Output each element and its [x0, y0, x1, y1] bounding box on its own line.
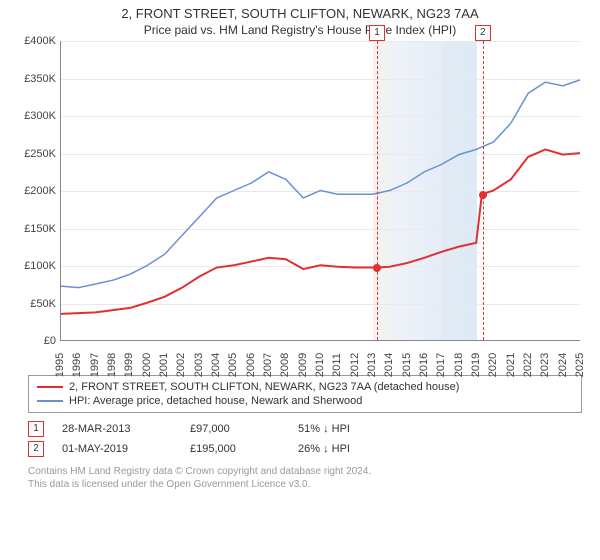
plot-region: 12 — [60, 41, 580, 341]
legend-item: 2, FRONT STREET, SOUTH CLIFTON, NEWARK, … — [37, 380, 573, 394]
event-vs-hpi: 51% ↓ HPI — [298, 423, 350, 435]
event-flag: 1 — [369, 25, 385, 41]
x-tick-label: 2000 — [141, 353, 153, 377]
event-date: 28-MAR-2013 — [62, 423, 172, 435]
x-tick-label: 2005 — [227, 353, 239, 377]
x-tick-label: 2023 — [539, 353, 551, 377]
x-tick-label: 2013 — [366, 353, 378, 377]
series-property — [61, 149, 580, 313]
x-tick-label: 2019 — [470, 353, 482, 377]
x-tick-label: 2015 — [401, 353, 413, 377]
x-tick-label: 2025 — [574, 353, 586, 377]
y-tick-label: £350K — [24, 73, 56, 85]
event-badge: 2 — [28, 441, 44, 457]
legend-label: HPI: Average price, detached house, Newa… — [69, 395, 362, 407]
legend-swatch — [37, 400, 63, 402]
x-tick-label: 1997 — [89, 353, 101, 377]
chart-subtitle: Price paid vs. HM Land Registry's House … — [0, 21, 600, 41]
x-tick-label: 2022 — [522, 353, 534, 377]
x-tick-label: 2011 — [331, 353, 343, 377]
x-tick-label: 2014 — [383, 353, 395, 377]
footer-attribution: Contains HM Land Registry data © Crown c… — [28, 465, 582, 491]
event-price: £195,000 — [190, 443, 280, 455]
x-tick-label: 2020 — [487, 353, 499, 377]
event-price: £97,000 — [190, 423, 280, 435]
x-tick-label: 2009 — [297, 353, 309, 377]
x-tick-label: 2007 — [262, 353, 274, 377]
y-tick-label: £150K — [24, 223, 56, 235]
event-flag: 2 — [475, 25, 491, 41]
event-vs-hpi: 26% ↓ HPI — [298, 443, 350, 455]
event-row: 2 01-MAY-2019 £195,000 26% ↓ HPI — [28, 439, 582, 459]
footer-line-2: This data is licensed under the Open Gov… — [28, 478, 582, 491]
event-date: 01-MAY-2019 — [62, 443, 172, 455]
x-tick-label: 2017 — [435, 353, 447, 377]
y-tick-label: £100K — [24, 260, 56, 272]
events-table: 1 28-MAR-2013 £97,000 51% ↓ HPI 2 01-MAY-2019… — [28, 419, 582, 459]
legend-label: 2, FRONT STREET, SOUTH CLIFTON, NEWARK, … — [69, 381, 459, 393]
footer-line-1: Contains HM Land Registry data © Crown c… — [28, 465, 582, 478]
x-tick-label: 2001 — [158, 353, 170, 377]
y-tick-label: £250K — [24, 148, 56, 160]
x-tick-label: 2010 — [314, 353, 326, 377]
x-tick-label: 1999 — [123, 353, 135, 377]
x-tick-label: 2002 — [175, 353, 187, 377]
event-marker — [479, 191, 487, 199]
x-tick-label: 2012 — [349, 353, 361, 377]
x-tick-label: 2006 — [245, 353, 257, 377]
event-row: 1 28-MAR-2013 £97,000 51% ↓ HPI — [28, 419, 582, 439]
legend: 2, FRONT STREET, SOUTH CLIFTON, NEWARK, … — [28, 375, 582, 413]
y-tick-label: £200K — [24, 185, 56, 197]
x-tick-label: 2008 — [279, 353, 291, 377]
x-tick-label: 2024 — [557, 353, 569, 377]
chart-title: 2, FRONT STREET, SOUTH CLIFTON, NEWARK, … — [0, 0, 600, 21]
y-tick-label: £0 — [44, 335, 56, 347]
event-marker — [373, 264, 381, 272]
event-line — [377, 41, 378, 340]
legend-item: HPI: Average price, detached house, Newa… — [37, 394, 573, 408]
y-tick-label: £50K — [30, 298, 56, 310]
legend-swatch — [37, 386, 63, 388]
y-tick-label: £300K — [24, 110, 56, 122]
x-tick-label: 2018 — [453, 353, 465, 377]
y-tick-label: £400K — [24, 35, 56, 47]
x-tick-label: 1995 — [54, 353, 66, 377]
x-tick-label: 2016 — [418, 353, 430, 377]
x-tick-label: 2004 — [210, 353, 222, 377]
x-tick-label: 1998 — [106, 353, 118, 377]
event-badge: 1 — [28, 421, 44, 437]
x-tick-label: 2021 — [505, 353, 517, 377]
x-tick-label: 2003 — [193, 353, 205, 377]
x-tick-label: 1996 — [71, 353, 83, 377]
chart-area: £0£50K£100K£150K£200K£250K£300K£350K£400… — [10, 41, 590, 371]
